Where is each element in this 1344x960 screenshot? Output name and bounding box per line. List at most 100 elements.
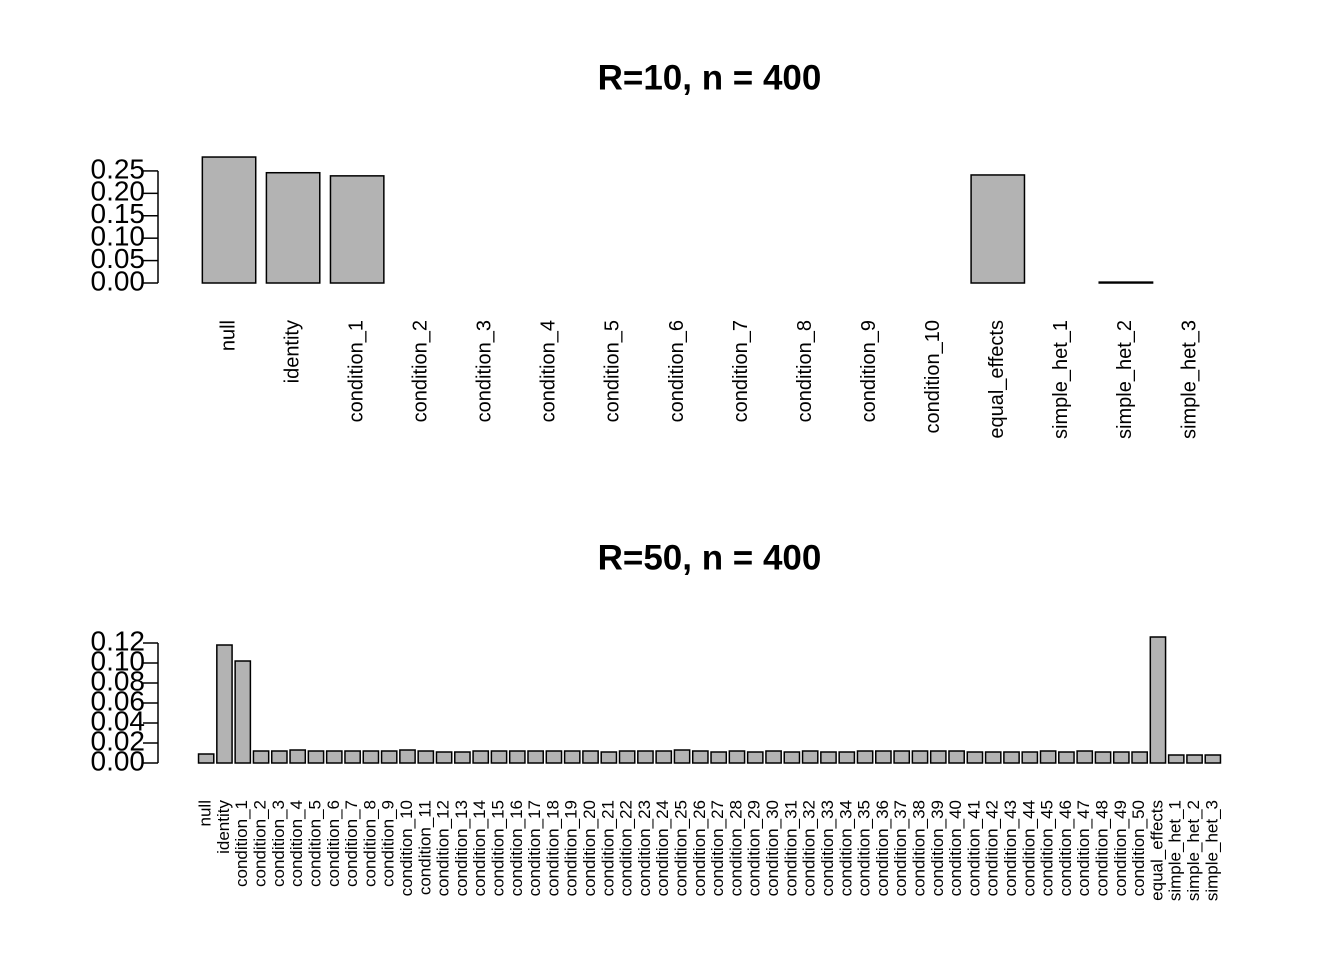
x-tick-label: identity [214, 800, 233, 854]
x-tick-label: condition_10 [397, 800, 416, 896]
x-tick-label: condition_26 [690, 800, 709, 896]
bar [329, 175, 385, 284]
x-tick-label: condition_18 [543, 800, 562, 896]
x-tick-label: condition_45 [1038, 800, 1057, 896]
y-tick-label: 0.00 [91, 745, 146, 776]
bar [948, 750, 965, 764]
x-tick-label: condition_49 [1111, 800, 1130, 896]
bar [265, 171, 321, 284]
bar [820, 751, 837, 764]
x-tick-label: condition_36 [873, 800, 892, 896]
bar [362, 750, 380, 764]
x-tick-label: condition_11 [415, 800, 434, 895]
x-tick-label: condition_3 [474, 320, 496, 422]
bar [1149, 636, 1167, 764]
bar [728, 750, 746, 764]
x-tick-label: simple_het_2 [1114, 320, 1136, 439]
x-tick-label: simple_het_3 [1202, 800, 1221, 901]
bar [1039, 750, 1057, 764]
bar [1094, 751, 1112, 764]
y-tick-label: 0.08 [91, 665, 146, 696]
x-tick-label: condition_3 [269, 800, 288, 887]
x-tick-label: condition_28 [726, 800, 745, 896]
y-tick-label: 0.25 [91, 153, 146, 184]
y-tick-label: 0.00 [91, 265, 146, 296]
x-tick-label: condition_19 [562, 800, 581, 896]
bar [399, 749, 416, 764]
x-tick-label: condition_34 [836, 800, 855, 896]
bar [1131, 751, 1149, 764]
bar [1204, 754, 1222, 764]
bar [710, 751, 728, 764]
y-tick-label: 0.10 [91, 645, 146, 676]
bar [289, 749, 307, 764]
x-tick-label: simple_het_2 [1184, 800, 1203, 901]
bar [970, 174, 1026, 284]
bar [911, 750, 929, 764]
bar [929, 750, 947, 764]
x-tick-label: condition_42 [983, 800, 1002, 896]
x-tick-label: condition_37 [891, 800, 910, 896]
x-tick-label: condition_5 [305, 800, 324, 887]
x-tick-label: condition_22 [617, 800, 636, 896]
bar [1058, 751, 1075, 764]
bar [783, 751, 801, 764]
bar [1112, 751, 1130, 764]
bar [1021, 751, 1039, 764]
bar [472, 750, 490, 764]
x-tick-label: condition_43 [1001, 800, 1020, 896]
bar [380, 750, 398, 764]
bar [1186, 754, 1203, 764]
x-tick-label: condition_38 [909, 800, 928, 896]
x-tick-label: condition_2 [251, 800, 270, 887]
bar [875, 750, 892, 764]
x-tick-label: condition_24 [653, 800, 672, 896]
x-tick-label: null [217, 320, 239, 351]
bar [435, 751, 453, 764]
x-tick-label: condition_39 [928, 800, 947, 896]
bar [454, 751, 471, 764]
x-tick-label: condition_12 [434, 800, 453, 896]
x-tick-label: condition_1 [232, 800, 251, 887]
x-tick-label: condition_4 [538, 320, 560, 422]
bar [201, 156, 257, 284]
bar [417, 750, 435, 764]
chart-title: R=10, n = 400 [598, 58, 822, 97]
bar [490, 750, 508, 764]
x-tick-label: condition_10 [922, 320, 944, 433]
bar [545, 750, 563, 764]
x-tick-label: condition_15 [488, 800, 507, 896]
y-tick-label: 0.10 [91, 221, 146, 252]
x-tick-label: condition_44 [1019, 800, 1038, 896]
bar [673, 749, 691, 764]
bar [856, 750, 874, 764]
y-tick-label: 0.06 [91, 685, 146, 716]
x-tick-label: condition_4 [287, 800, 306, 887]
x-tick-label: condition_9 [858, 320, 880, 422]
bar [307, 750, 325, 764]
x-tick-label: equal_effects [986, 320, 1008, 439]
chart-title: R=50, n = 400 [598, 538, 822, 577]
x-tick-label: null [196, 800, 215, 826]
x-tick-label: condition_2 [410, 320, 432, 422]
x-tick-label: simple_het_1 [1050, 320, 1072, 439]
x-tick-label: condition_13 [452, 800, 471, 896]
bar [234, 660, 252, 764]
x-tick-label: condition_46 [1056, 800, 1075, 896]
bar [344, 750, 361, 764]
y-tick-label: 0.15 [91, 198, 146, 229]
x-tick-label: condition_16 [507, 800, 526, 896]
x-tick-label: condition_35 [855, 800, 874, 896]
x-tick-label: condition_1 [345, 320, 367, 422]
x-tick-label: condition_17 [525, 800, 544, 896]
bar [270, 750, 288, 764]
bar [325, 750, 343, 764]
y-tick-label: 0.02 [91, 725, 146, 756]
bar [637, 750, 654, 764]
x-tick-label: condition_14 [470, 800, 489, 896]
x-tick-label: condition_30 [763, 800, 782, 896]
x-tick-label: condition_6 [324, 800, 343, 887]
x-tick-label: condition_41 [964, 800, 983, 896]
bar [600, 751, 618, 764]
